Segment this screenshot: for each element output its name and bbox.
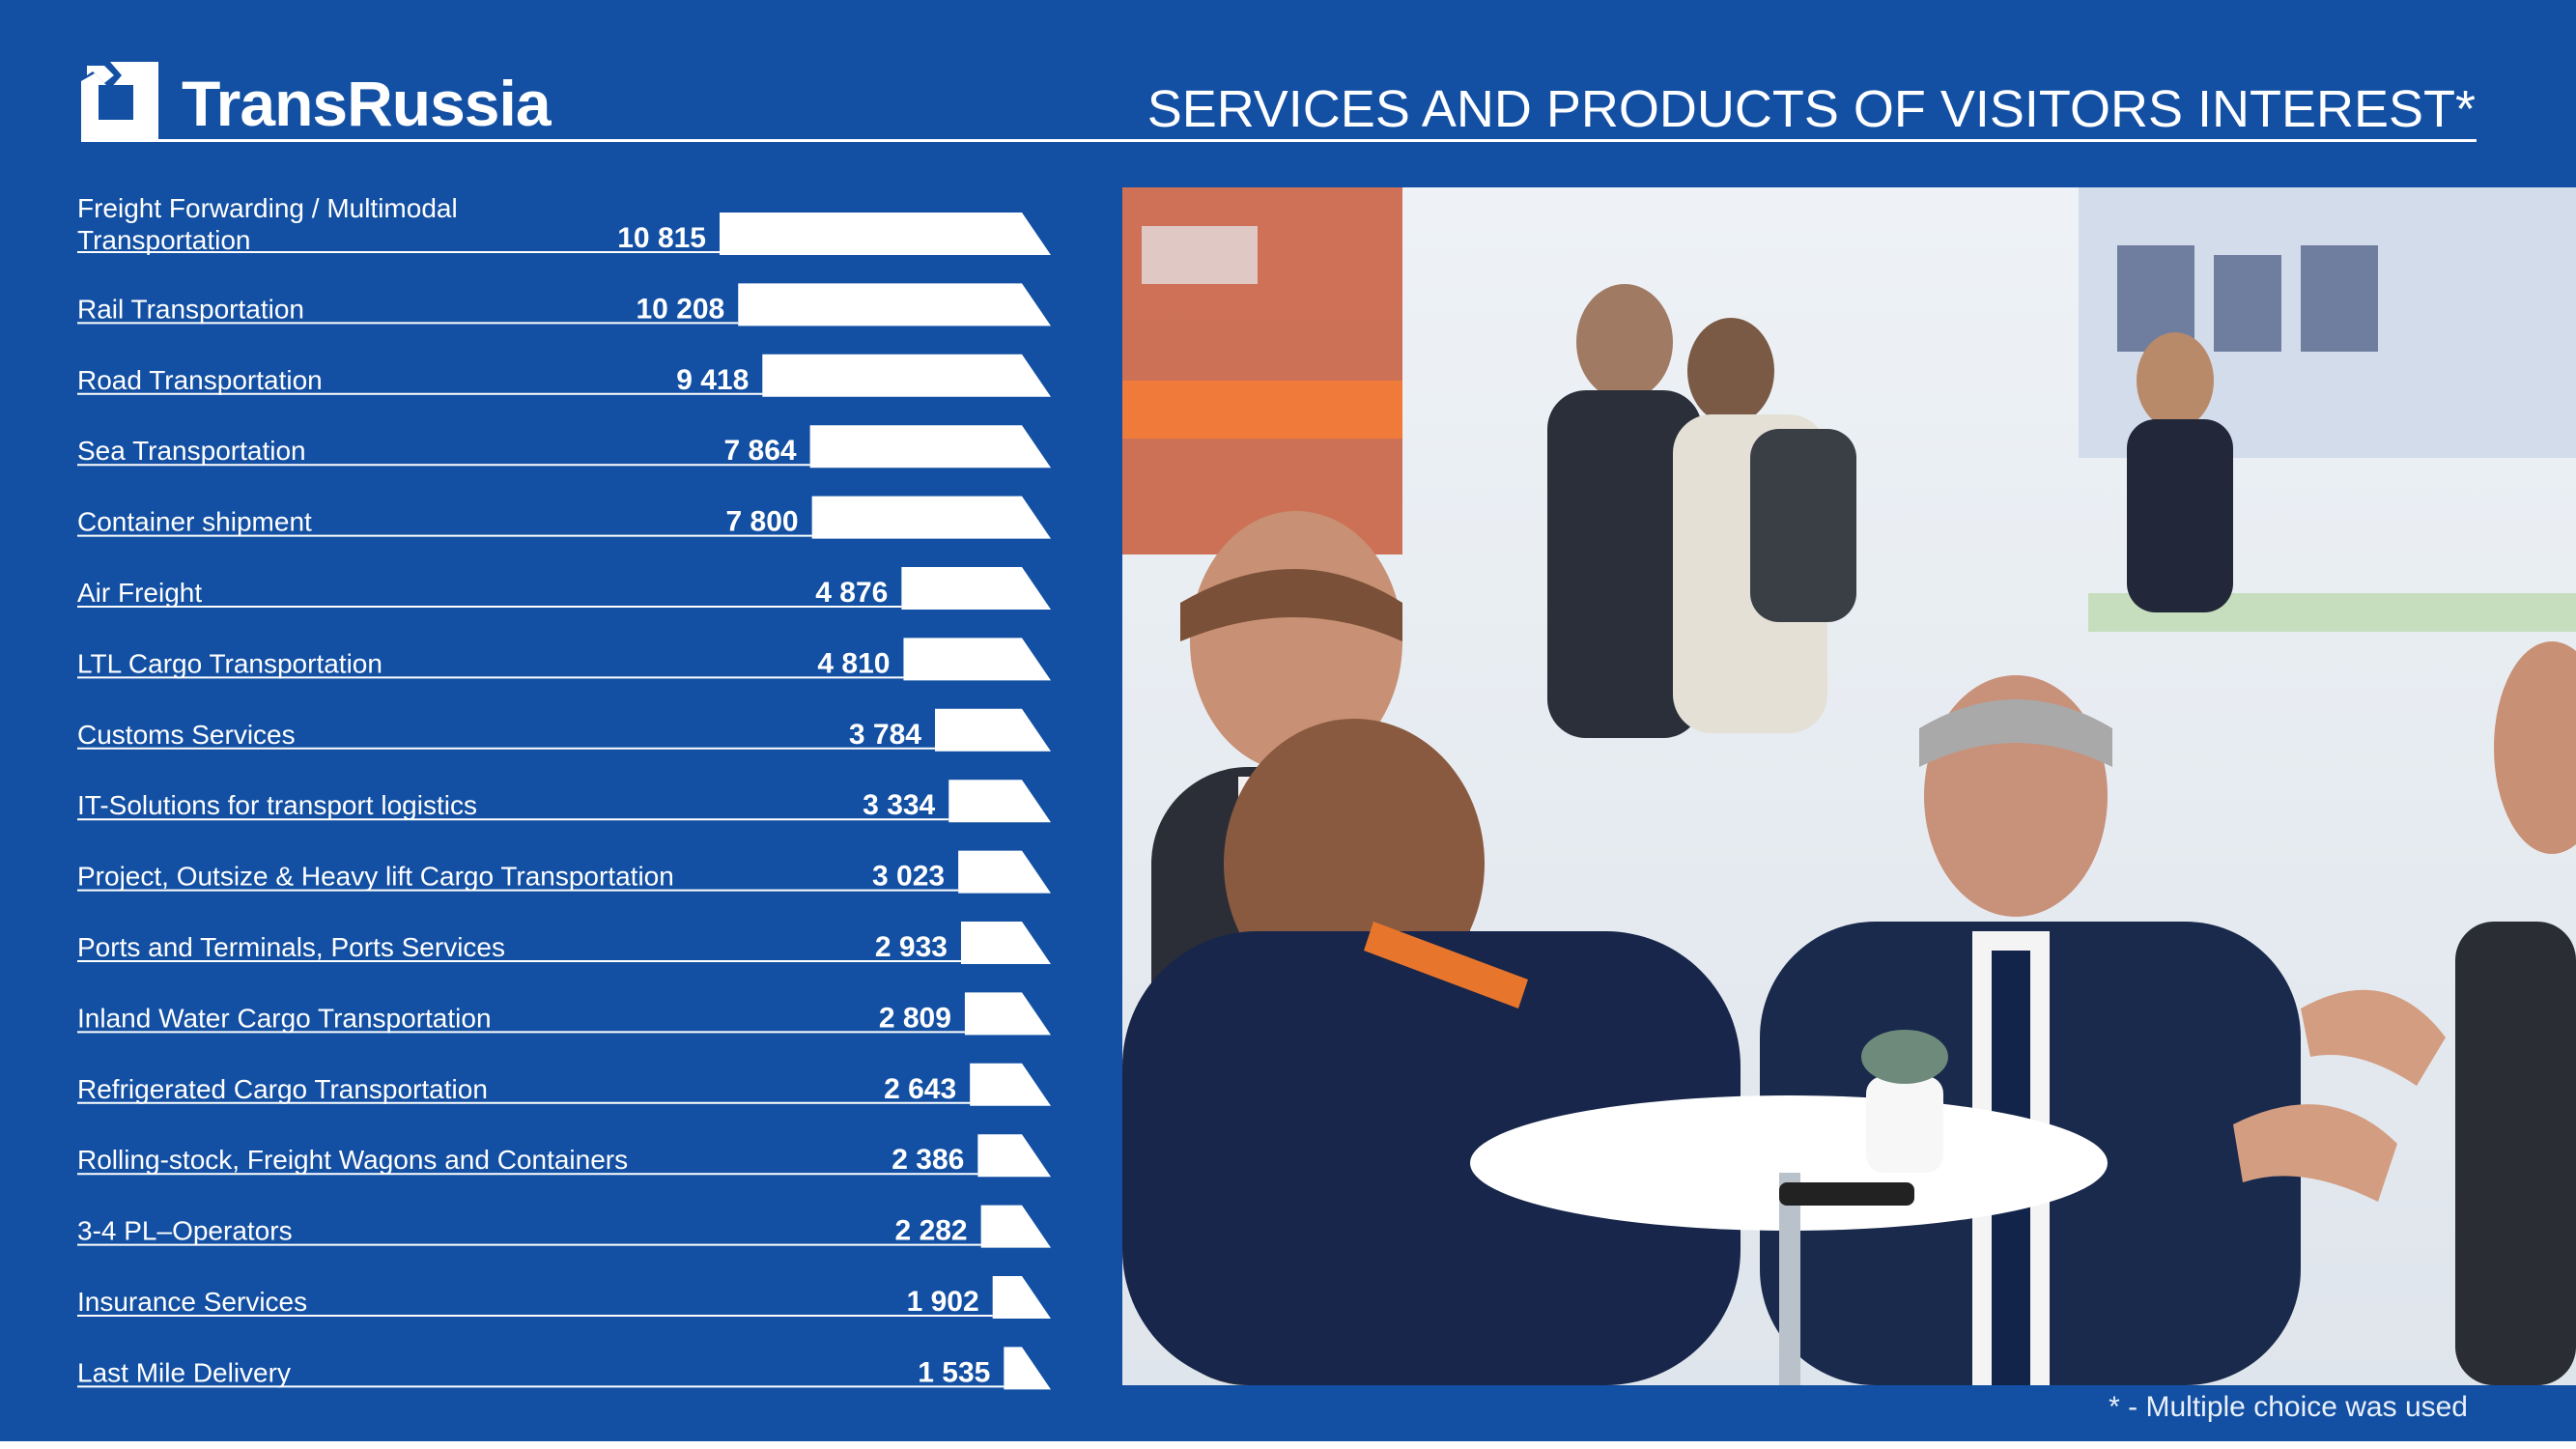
bar-value-label: 2 933 [875,931,948,963]
title-divider [81,139,2477,142]
bar-value-label: 4 810 [817,647,890,679]
bar-value-label: 2 643 [884,1073,956,1105]
bar-value-label: 7 800 [726,506,799,538]
bar-value-label: 10 208 [636,293,724,325]
bar-value-label: 3 784 [849,719,921,751]
bar [811,496,1051,539]
bar [934,708,1051,752]
bar [958,850,1051,894]
bar-value-label: 4 876 [815,577,888,609]
brand-logo: TransRussia [81,52,552,139]
bar-value-label: 7 864 [724,435,797,467]
category-label: Rolling-stock, Freight Wagons and Contai… [77,1145,628,1175]
bar [970,1063,1051,1106]
bar-value-label: 9 418 [676,364,749,396]
bar-value-label: 2 386 [892,1144,964,1176]
category-label: Container shipment [77,507,312,537]
meeting-photo-illustration [1122,187,2576,1385]
bar-value-label: 2 282 [895,1215,968,1247]
category-label: Insurance Services [77,1287,307,1317]
bar-value-label: 1 535 [918,1356,990,1388]
bar [901,567,1051,610]
bar-value-label: 3 023 [872,861,945,893]
bar-value-label: 3 334 [863,789,935,821]
bar [977,1134,1051,1178]
bar [1004,1347,1051,1390]
bar [720,213,1051,255]
category-label: LTL Cargo Transportation [77,648,382,678]
category-label: Project, Outsize & Heavy lift Cargo Tran… [77,862,674,892]
category-label: Freight Forwarding / Multimodal Transport… [77,193,458,255]
bar [903,638,1051,681]
bar [980,1205,1051,1248]
category-label: Ports and Terminals, Ports Services [77,932,505,962]
bar [960,922,1051,964]
bar [762,354,1051,397]
category-label: Last Mile Delivery [77,1357,291,1387]
category-label: Road Transportation [77,365,323,395]
footnote: * - Multiple choice was used [2109,1391,2468,1423]
bar-value-label: 2 809 [879,1002,951,1034]
category-label: Rail Transportation [77,294,304,324]
category-label: Inland Water Cargo Transportation [77,1003,492,1033]
category-label: Air Freight [77,578,202,608]
bar-value-label: 1 902 [907,1286,979,1318]
bar [992,1276,1051,1319]
transrussia-logo-icon [81,62,158,139]
category-label: IT-Solutions for transport logistics [77,790,477,820]
category-label: 3-4 PL–Operators [77,1216,293,1246]
bar [948,780,1051,823]
category-label: Customs Services [77,720,296,750]
bar [809,425,1051,469]
page-title: SERVICES AND PRODUCTS OF VISITORS INTERE… [1146,80,2476,138]
horizontal-bar-chart: 10 815 Freight Forwarding / Multimodal Tra… [77,193,1051,1390]
bar [964,992,1051,1036]
bar [738,283,1051,327]
exhibition-photo [1122,187,2576,1385]
bar-value-label: 10 815 [617,222,706,254]
bottom-border [0,1441,2576,1449]
category-label: Sea Transportation [77,436,306,466]
category-label: Refrigerated Cargo Transportation [77,1074,488,1104]
brand-name: TransRussia [182,68,552,139]
